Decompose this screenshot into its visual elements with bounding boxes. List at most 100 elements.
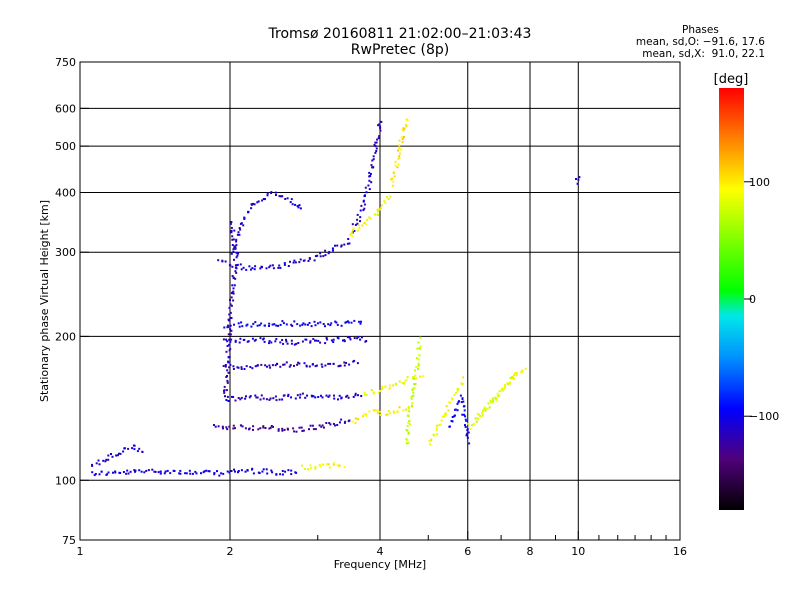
data-point bbox=[345, 321, 348, 323]
data-point bbox=[217, 259, 220, 262]
data-point bbox=[251, 367, 254, 370]
data-point bbox=[346, 394, 349, 397]
data-point bbox=[412, 377, 415, 380]
data-point bbox=[384, 201, 387, 204]
data-point bbox=[100, 470, 103, 473]
data-point bbox=[405, 442, 408, 445]
data-point bbox=[456, 409, 459, 412]
data-point bbox=[294, 397, 297, 400]
data-point bbox=[432, 433, 435, 436]
data-point bbox=[268, 398, 271, 401]
data-point bbox=[405, 438, 408, 441]
data-point bbox=[514, 372, 517, 375]
data-point bbox=[303, 362, 306, 365]
data-point bbox=[351, 420, 354, 423]
data-point bbox=[268, 427, 271, 430]
data-point bbox=[348, 242, 351, 245]
data-point bbox=[464, 424, 466, 427]
data-point bbox=[185, 472, 188, 475]
data-point bbox=[398, 139, 401, 142]
data-point bbox=[301, 464, 304, 467]
data-point bbox=[315, 364, 318, 367]
data-point bbox=[104, 460, 107, 463]
data-point bbox=[374, 141, 377, 144]
data-point bbox=[327, 463, 330, 466]
data-point bbox=[301, 392, 304, 395]
data-point bbox=[370, 164, 373, 167]
data-point bbox=[226, 470, 229, 473]
data-point bbox=[238, 341, 241, 344]
data-point bbox=[243, 217, 246, 220]
data-point bbox=[322, 463, 325, 466]
data-point bbox=[480, 415, 483, 418]
data-point bbox=[321, 396, 324, 399]
data-point bbox=[118, 452, 120, 455]
data-point bbox=[392, 172, 395, 175]
data-point bbox=[361, 415, 364, 418]
data-point bbox=[251, 337, 254, 340]
data-point bbox=[279, 473, 282, 476]
data-point bbox=[228, 425, 231, 428]
data-point bbox=[363, 391, 366, 394]
data-point bbox=[296, 205, 299, 208]
data-point bbox=[460, 401, 463, 404]
data-point bbox=[405, 378, 408, 381]
data-point bbox=[472, 423, 475, 425]
data-point bbox=[240, 268, 243, 271]
data-point bbox=[334, 424, 337, 427]
data-point bbox=[293, 343, 296, 346]
data-point bbox=[357, 335, 360, 338]
data-point bbox=[392, 410, 395, 413]
data-point bbox=[268, 322, 271, 325]
data-point bbox=[270, 341, 273, 344]
data-point bbox=[375, 150, 378, 152]
data-point bbox=[277, 266, 280, 269]
data-point bbox=[294, 203, 297, 206]
data-point bbox=[319, 252, 322, 255]
data-point bbox=[464, 415, 467, 418]
data-point bbox=[368, 171, 371, 174]
data-point bbox=[430, 438, 433, 441]
data-point bbox=[371, 159, 374, 162]
data-point bbox=[157, 471, 160, 474]
data-point bbox=[353, 337, 356, 340]
data-point bbox=[235, 271, 238, 274]
data-point bbox=[353, 359, 356, 362]
data-point bbox=[377, 137, 380, 140]
data-point bbox=[136, 450, 139, 453]
data-point bbox=[289, 260, 291, 263]
data-point bbox=[259, 398, 262, 401]
data-point bbox=[300, 426, 303, 429]
data-point bbox=[330, 322, 333, 325]
data-point bbox=[356, 362, 359, 365]
data-point bbox=[159, 472, 162, 475]
data-point bbox=[285, 340, 288, 343]
y-tick-label: 500 bbox=[55, 140, 76, 153]
data-point bbox=[234, 339, 237, 342]
data-point bbox=[107, 454, 110, 457]
data-point bbox=[295, 342, 298, 345]
data-point bbox=[379, 127, 382, 130]
data-point bbox=[340, 418, 343, 421]
data-point bbox=[368, 410, 371, 413]
data-point bbox=[326, 338, 329, 341]
data-point bbox=[298, 362, 301, 365]
data-point bbox=[261, 470, 264, 473]
data-point bbox=[292, 427, 295, 430]
data-point bbox=[436, 424, 439, 427]
data-point bbox=[238, 227, 241, 229]
data-point bbox=[266, 192, 269, 195]
data-point bbox=[332, 249, 334, 252]
data-point bbox=[374, 409, 377, 412]
data-point bbox=[293, 320, 296, 323]
data-point bbox=[226, 340, 229, 343]
data-point bbox=[179, 472, 182, 475]
data-point bbox=[476, 412, 479, 415]
data-point bbox=[229, 340, 232, 343]
data-point bbox=[328, 422, 331, 424]
data-point bbox=[354, 417, 357, 420]
data-point bbox=[244, 397, 247, 400]
data-point bbox=[237, 252, 240, 255]
data-point bbox=[363, 207, 366, 210]
data-point bbox=[195, 472, 198, 475]
